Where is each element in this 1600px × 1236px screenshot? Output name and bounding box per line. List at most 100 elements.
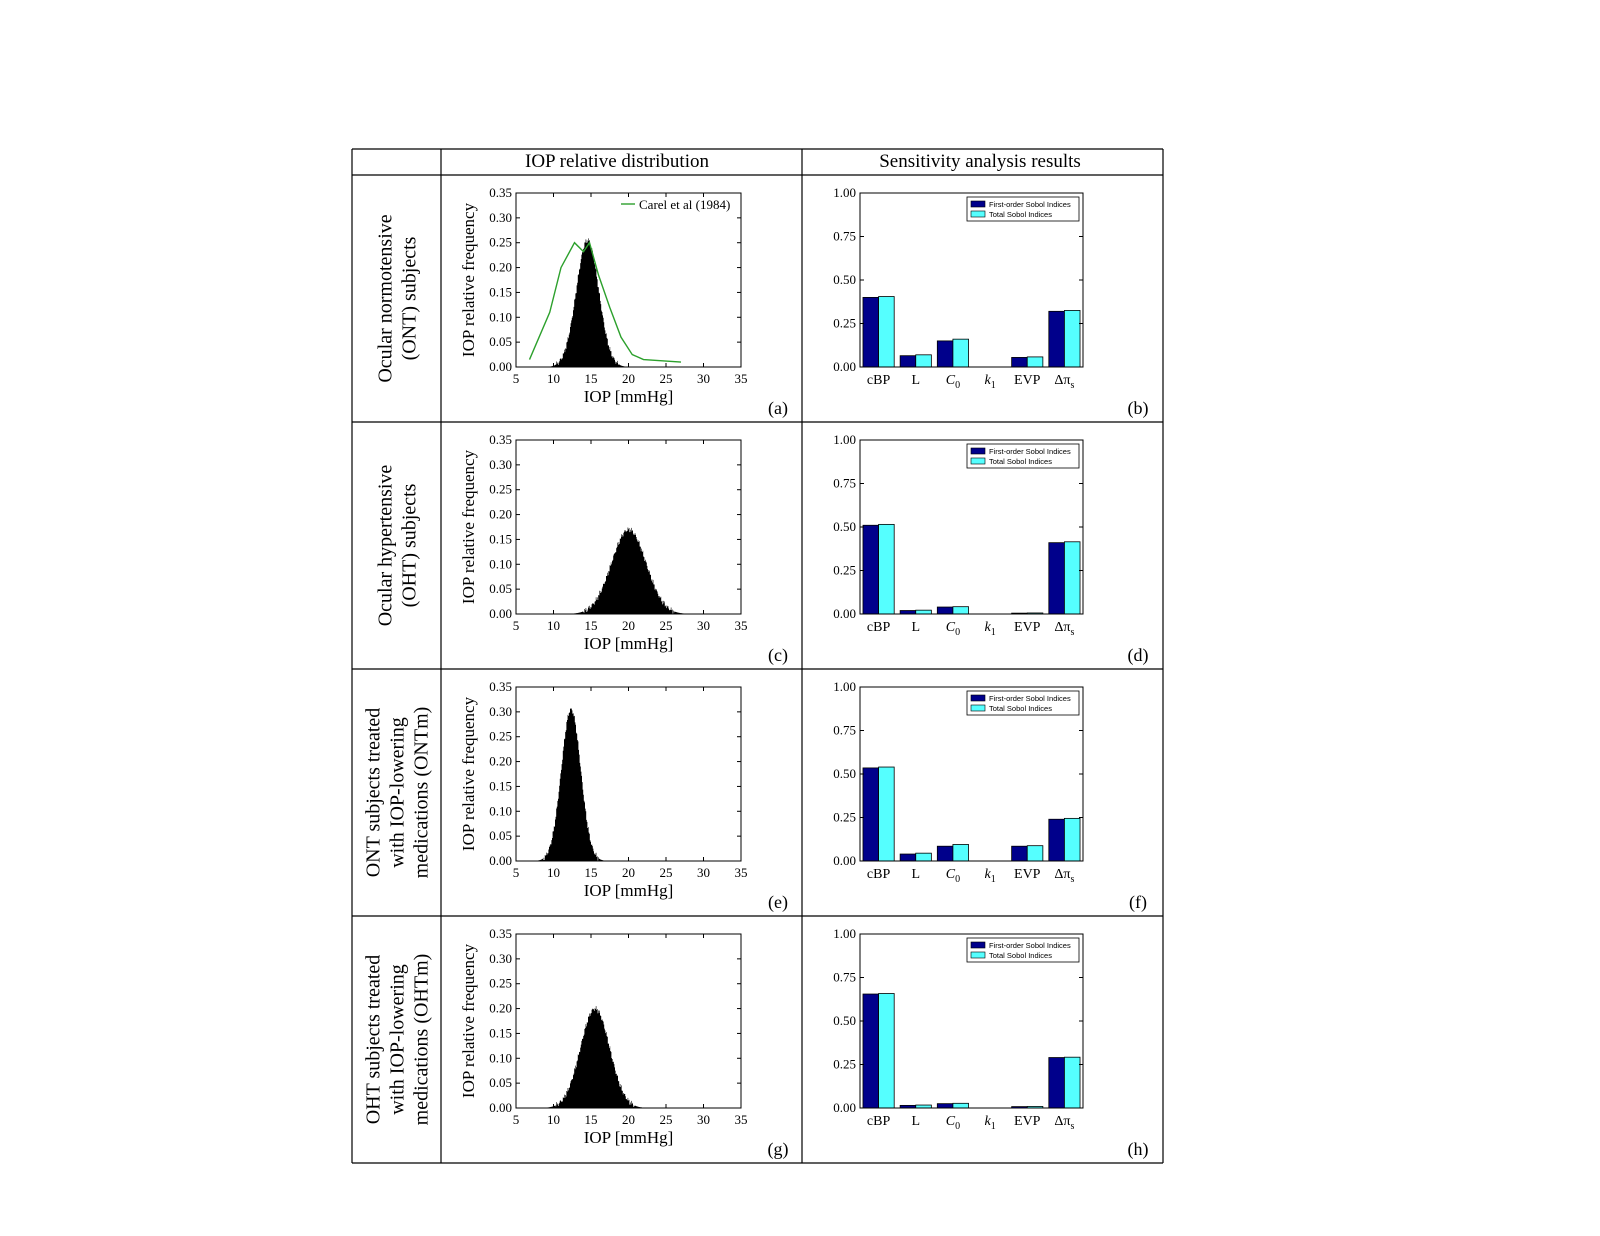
bar-first-order	[1011, 357, 1028, 368]
x-category-label: EVP	[1014, 620, 1041, 635]
row-label-line: with IOP-lowering	[387, 964, 409, 1115]
label-main: k	[984, 620, 991, 635]
y-axis-label: IOP relative frequency	[459, 202, 478, 357]
y-tick-label: 0.15	[489, 531, 512, 546]
label-main: C	[946, 1114, 956, 1129]
x-axis-label: IOP [mmHg]	[584, 881, 674, 900]
y-tick-label: 0.50	[833, 272, 856, 287]
histogram-bins	[516, 708, 742, 861]
y-axis-label: IOP relative frequency	[459, 449, 478, 604]
x-tick-label: 25	[660, 865, 673, 880]
bar-first-order	[899, 853, 917, 862]
y-tick-label: 0.25	[489, 976, 512, 991]
histogram-bins	[516, 1006, 742, 1108]
plot-frame	[515, 933, 742, 1109]
y-tick-label: 0.75	[833, 476, 856, 491]
label-subscript: s	[1071, 627, 1075, 638]
column-header-sensitivity: Sensitivity analysis results	[879, 151, 1081, 172]
y-tick-label: 0.05	[489, 334, 512, 349]
y-tick-label: 0.35	[489, 185, 512, 200]
y-tick-label: 0.25	[833, 810, 856, 825]
bar-first-order	[899, 610, 917, 615]
bar-total	[878, 523, 895, 615]
bar-total	[915, 354, 932, 368]
x-category-label: EVP	[1014, 867, 1041, 882]
x-tick-label: 35	[735, 618, 748, 633]
legend-label: First-order Sobol Indices	[989, 200, 1071, 209]
label-main: Δπ	[1054, 1114, 1070, 1129]
row-label-1: Ocular hypertensive (OHT) subjects	[375, 465, 421, 627]
y-axis-label: IOP relative frequency	[459, 943, 478, 1098]
histogram-panel: 5 10 15 20 25 30 35 0.00 0.05 0.10 0.15 0.20 0.25 0.3…	[459, 926, 789, 1160]
legend-swatch	[970, 941, 986, 949]
y-tick-label: 0.20	[489, 1001, 512, 1016]
panel-label: (b)	[1128, 398, 1149, 419]
legend-swatch	[970, 200, 986, 208]
label-subscript: 0	[955, 874, 960, 885]
y-tick-label: 1.00	[833, 432, 856, 447]
y-tick-label: 0.20	[489, 260, 512, 275]
row-labels: Ocular normotensive (ONT) subjectsOcular …	[363, 214, 433, 1125]
y-tick-label: 0.35	[489, 926, 512, 941]
bar-total	[1026, 356, 1044, 368]
bar-first-order	[862, 993, 879, 1109]
x-category-label: k1	[984, 620, 995, 638]
x-tick-label: 30	[697, 865, 710, 880]
y-tick-label: 0.20	[489, 507, 512, 522]
x-tick-label: 20	[622, 865, 635, 880]
x-category-label: k1	[984, 1114, 995, 1132]
legend-label: First-order Sobol Indices	[989, 447, 1071, 456]
label-subscript: 0	[955, 1121, 960, 1132]
bar-first-order	[1048, 818, 1065, 862]
label-subscript: s	[1071, 874, 1075, 885]
panel-label: (a)	[768, 398, 788, 419]
bar-total	[915, 852, 932, 862]
legend-label: Total Sobol Indices	[989, 704, 1052, 713]
bar-first-order	[936, 340, 954, 368]
x-category-label: L	[911, 620, 920, 635]
x-category-label: cBP	[867, 1114, 891, 1129]
y-tick-label: 0.00	[833, 853, 856, 868]
x-tick-label: 20	[622, 371, 635, 386]
histogram-bins	[516, 238, 742, 367]
bar-first-order	[862, 296, 879, 368]
legend-swatch	[970, 951, 986, 959]
x-tick-label: 30	[697, 371, 710, 386]
x-category-label: Δπs	[1054, 373, 1074, 391]
panel-label: (c)	[768, 645, 788, 666]
label-subscript: 1	[991, 874, 996, 885]
bar-panel: cBP L C0 k1 EVP Δπs 0.00 0.25 0.50 0.75 1.00 First-…	[833, 185, 1148, 419]
histogram-panel: 5 10 15 20 25 30 35 0.00 0.05 0.10 0.15 0.20 0.25 0.3…	[459, 432, 788, 666]
bar-panel: cBP L C0 k1 EVP Δπs 0.00 0.25 0.50 0.75 1.00 First-…	[833, 926, 1148, 1160]
label-subscript: 0	[955, 380, 960, 391]
legend-label: First-order Sobol Indices	[989, 941, 1071, 950]
y-tick-label: 0.30	[489, 210, 512, 225]
y-tick-label: 0.10	[489, 803, 512, 818]
row-label-2: ONT subjects treated with IOP-lowering med…	[363, 707, 433, 879]
y-tick-label: 0.25	[833, 316, 856, 331]
y-axis-label: IOP relative frequency	[459, 696, 478, 851]
x-category-label: Δπs	[1054, 867, 1074, 885]
bar-first-order	[936, 1103, 954, 1109]
x-tick-label: 25	[660, 618, 673, 633]
y-tick-label: 0.50	[833, 766, 856, 781]
x-category-label: Δπs	[1054, 620, 1074, 638]
x-axis-label: IOP [mmHg]	[584, 1128, 674, 1147]
x-tick-label: 30	[697, 618, 710, 633]
y-tick-label: 0.35	[489, 432, 512, 447]
y-tick-label: 0.25	[489, 482, 512, 497]
label-main: C	[946, 867, 956, 882]
y-tick-label: 0.00	[489, 853, 512, 868]
x-tick-label: 35	[735, 865, 748, 880]
x-tick-label: 10	[547, 371, 560, 386]
legend-label: First-order Sobol Indices	[989, 694, 1071, 703]
y-tick-label: 0.30	[489, 457, 512, 472]
x-category-label: Δπs	[1054, 1114, 1074, 1132]
x-tick-label: 25	[660, 1112, 673, 1127]
label-main: C	[946, 620, 956, 635]
bar-total	[878, 993, 895, 1109]
x-category-label: C0	[946, 620, 960, 638]
y-tick-label: 0.10	[489, 556, 512, 571]
y-tick-label: 1.00	[833, 679, 856, 694]
